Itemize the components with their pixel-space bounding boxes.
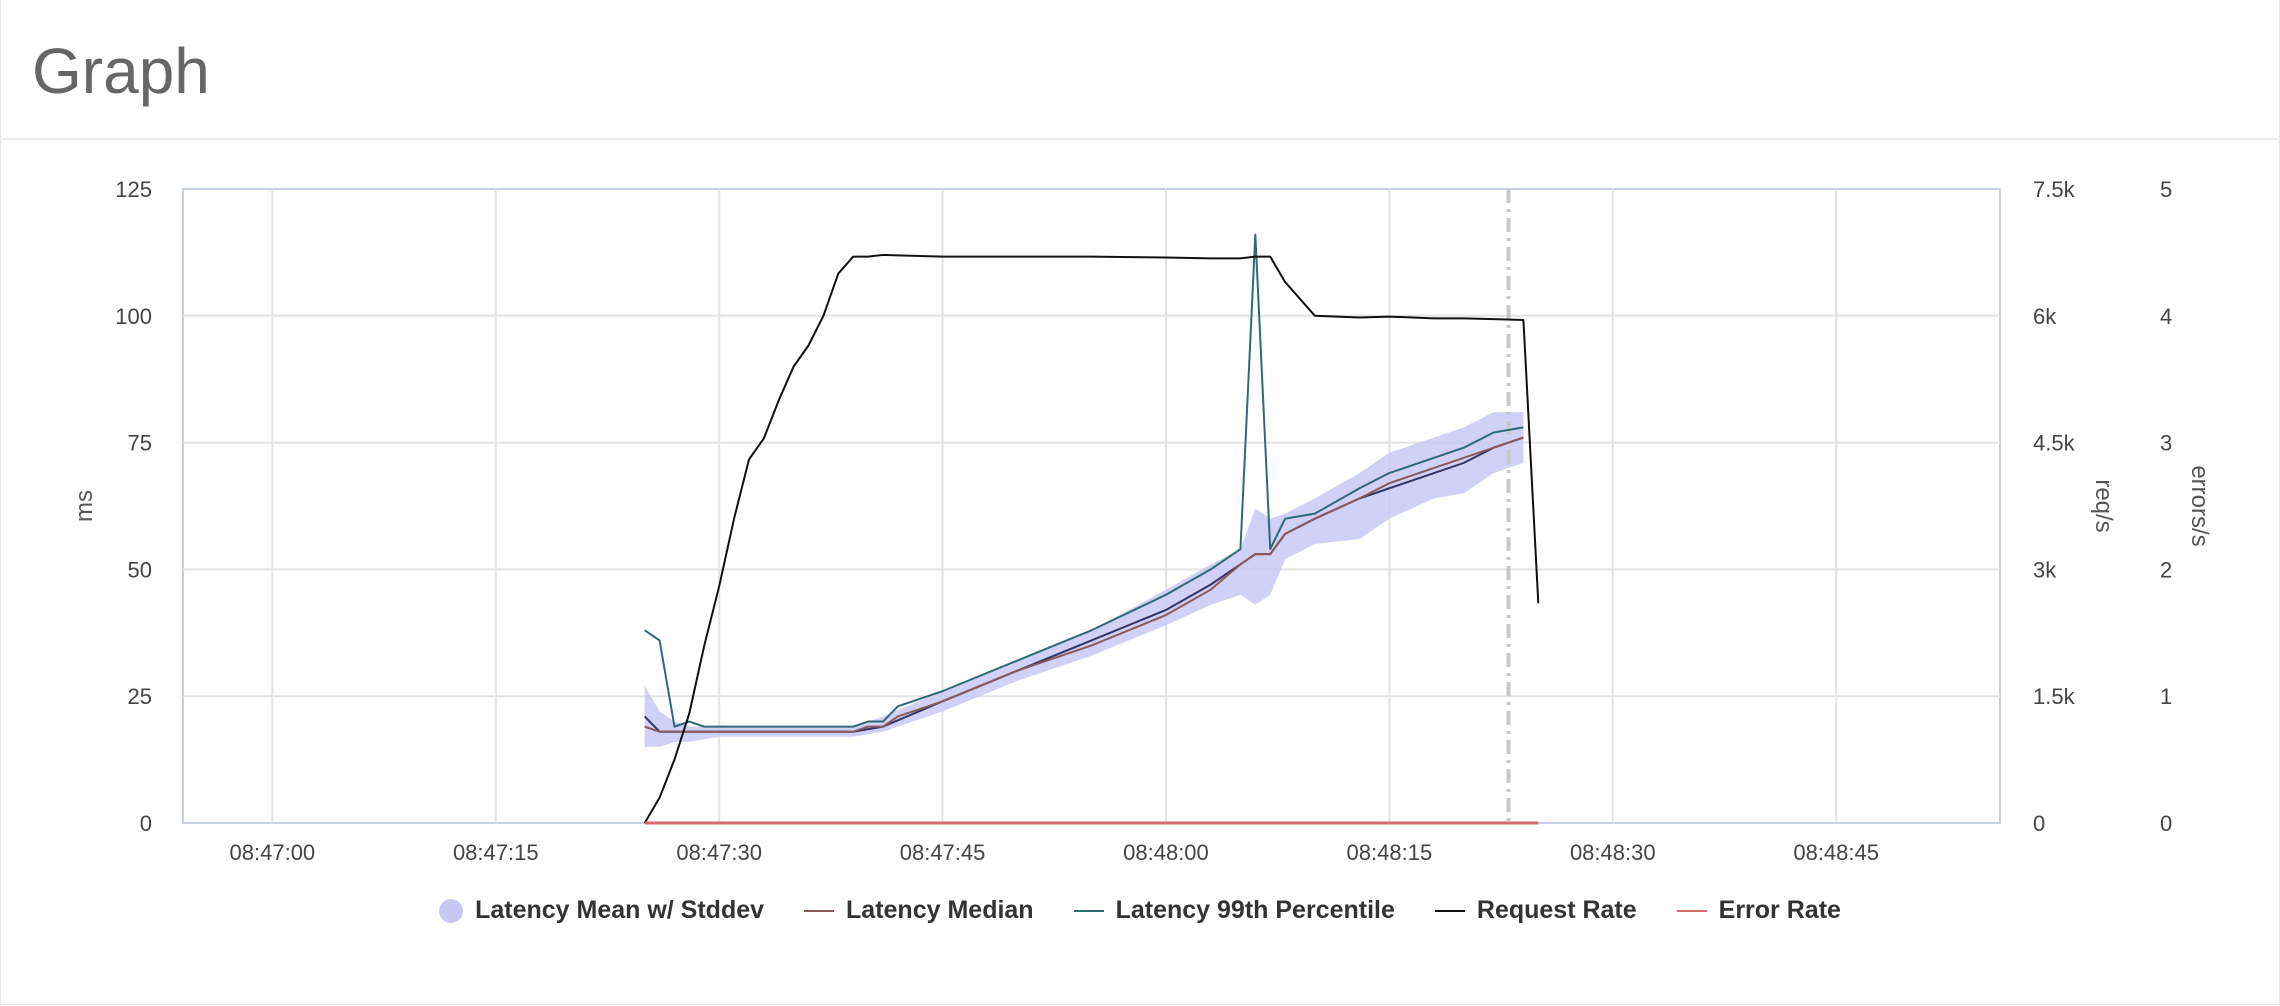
title-divider <box>0 138 2280 140</box>
y-left-tick-label: 0 <box>140 811 152 836</box>
y-right1-axis-label: req/s <box>2090 479 2117 532</box>
y-right1-tick-label: 1.5k <box>2033 684 2076 709</box>
y-right1-tick-label: 4.5k <box>2033 431 2076 456</box>
legend-label: Latency Median <box>846 896 1034 924</box>
latency-median-line <box>644 436 1524 733</box>
latency-p99-line <box>644 233 1524 728</box>
y-right2-tick-label: 4 <box>2160 304 2172 329</box>
request-rate-line <box>643 253 1540 824</box>
y-right2-tick-label: 2 <box>2160 557 2172 582</box>
y-left-axis-label: ms <box>71 490 98 522</box>
y-right1-tick-label: 7.5k <box>2033 177 2076 202</box>
legend-line-icon <box>804 909 835 912</box>
plot-area <box>182 188 2001 824</box>
x-tick-label: 08:47:45 <box>900 840 986 865</box>
x-tick-label: 08:47:30 <box>676 840 762 865</box>
legend-dot-icon <box>439 898 464 923</box>
latency-chart: 0 25 50 75 100 125 0 1.5k 3k 4.5k 6k 7.5k 0 1 2 3 4 5 08:4… <box>71 177 2213 865</box>
x-tick-label: 08:48:30 <box>1570 840 1656 865</box>
y-right2-tick-label: 5 <box>2160 177 2172 202</box>
legend-item[interactable]: Request Rate <box>1434 896 1637 925</box>
y-right1-tick-label: 3k <box>2033 557 2057 582</box>
x-tick-label: 08:48:00 <box>1123 840 1209 865</box>
x-tick-label: 08:48:45 <box>1793 840 1879 865</box>
legend-line-icon <box>1434 909 1465 912</box>
latency-stddev-band <box>644 412 1524 747</box>
legend-item[interactable]: Latency Mean w/ Stddev <box>439 896 764 925</box>
y-right1-tick-label: 6k <box>2033 304 2057 329</box>
legend-line-icon <box>1676 909 1707 912</box>
legend-line-icon <box>1073 909 1104 912</box>
x-tick-label: 08:47:00 <box>230 840 316 865</box>
y-right2-tick-label: 3 <box>2160 431 2172 456</box>
legend-label: Latency 99th Percentile <box>1115 896 1395 924</box>
y-left-tick-label: 75 <box>128 431 152 456</box>
legend-label: Error Rate <box>1718 896 1841 924</box>
y-right2-axis-label: errors/s <box>2186 465 2213 546</box>
legend-item[interactable]: Latency Median <box>804 896 1034 925</box>
legend-label: Latency Mean w/ Stddev <box>475 896 765 924</box>
y-left-tick-label: 125 <box>115 177 152 202</box>
y-right1-tick-label: 0 <box>2033 811 2045 836</box>
page-title: Graph <box>32 35 210 107</box>
y-left-tick-label: 100 <box>115 304 152 329</box>
y-left-tick-label: 50 <box>128 557 152 582</box>
legend-label: Request Rate <box>1476 896 1637 924</box>
legend-item[interactable]: Error Rate <box>1676 896 1841 925</box>
x-tick-label: 08:47:15 <box>453 840 539 865</box>
chart-legend: Latency Mean w/ Stddev Latency Median Late… <box>0 896 2280 925</box>
x-tick-label: 08:48:15 <box>1347 840 1433 865</box>
y-right2-tick-label: 1 <box>2160 684 2172 709</box>
y-left-tick-label: 25 <box>128 684 152 709</box>
y-right2-tick-label: 0 <box>2160 811 2172 836</box>
legend-item[interactable]: Latency 99th Percentile <box>1073 896 1395 925</box>
